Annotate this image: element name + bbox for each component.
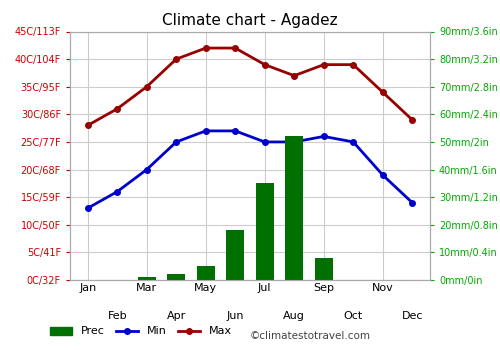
Bar: [286, 136, 303, 280]
Text: Oct: Oct: [344, 310, 363, 321]
Bar: [315, 258, 332, 280]
Text: Aug: Aug: [284, 310, 305, 321]
Text: Feb: Feb: [108, 310, 127, 321]
Text: Dec: Dec: [402, 310, 423, 321]
Bar: [256, 183, 274, 280]
Bar: [197, 266, 214, 280]
Bar: [138, 277, 156, 280]
Bar: [226, 230, 244, 280]
Title: Climate chart - Agadez: Climate chart - Agadez: [162, 13, 338, 28]
Legend: Prec, Min, Max: Prec, Min, Max: [46, 322, 237, 341]
Text: ©climatestotravel.com: ©climatestotravel.com: [250, 331, 371, 341]
Bar: [168, 274, 185, 280]
Text: Apr: Apr: [166, 310, 186, 321]
Text: Jun: Jun: [226, 310, 244, 321]
